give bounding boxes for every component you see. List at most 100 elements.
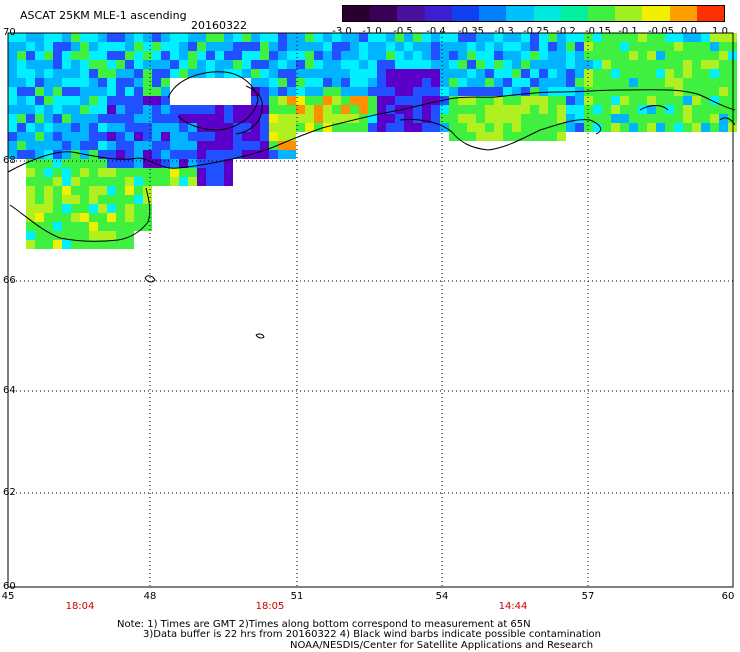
data-cell [269,114,278,123]
data-cell [134,213,143,222]
data-cell [692,33,701,42]
data-cell [17,87,26,96]
data-cell [62,42,71,51]
coastline-dot-2 [255,333,265,339]
data-cell [683,78,692,87]
data-cell [287,87,296,96]
data-cell [323,51,332,60]
data-cell [233,132,242,141]
data-cell [71,213,80,222]
data-cell [62,69,71,78]
plot-frame [7,32,734,588]
data-cell [395,105,404,114]
coastline-dot-1 [144,275,156,283]
data-cell [656,96,665,105]
data-cell [80,168,89,177]
data-cell [467,105,476,114]
data-cell [89,177,98,186]
data-cell [98,69,107,78]
data-cell [440,51,449,60]
data-cell [116,141,125,150]
data-cell [647,114,656,123]
data-cell [341,60,350,69]
data-cell [89,195,98,204]
data-cell [413,96,422,105]
data-field [8,33,737,249]
data-cell [332,114,341,123]
data-cell [242,69,251,78]
data-cell [116,240,125,249]
data-cell [125,150,134,159]
data-cell [242,51,251,60]
data-cell [197,51,206,60]
data-cell [107,69,116,78]
data-cell [62,132,71,141]
data-cell [665,114,674,123]
data-cell [287,150,296,159]
data-cell [125,60,134,69]
data-cell [233,69,242,78]
data-cell [89,105,98,114]
data-cell [134,78,143,87]
data-cell [8,60,17,69]
data-cell [53,204,62,213]
data-cell [386,51,395,60]
data-cell [341,42,350,51]
data-cell [611,105,620,114]
latitude-label: 60 [3,581,16,592]
data-cell [296,123,305,132]
data-cell [476,51,485,60]
data-cell [53,150,62,159]
data-cell [152,114,161,123]
data-cell [80,177,89,186]
data-cell [512,69,521,78]
data-cell [656,51,665,60]
data-cell [143,132,152,141]
data-cell [134,168,143,177]
data-cell [35,240,44,249]
data-cell [53,132,62,141]
data-cell [404,60,413,69]
data-cell [467,78,476,87]
data-cell [503,114,512,123]
data-cell [620,96,629,105]
data-cell [710,123,719,132]
data-cell [116,105,125,114]
data-cell [89,186,98,195]
data-cell [35,69,44,78]
data-cell [269,132,278,141]
data-cell [206,177,215,186]
data-cell [287,69,296,78]
data-cell [323,114,332,123]
data-cell [26,96,35,105]
data-cell [314,87,323,96]
data-cell [134,96,143,105]
data-cell [89,114,98,123]
data-cell [521,60,530,69]
data-cell [359,105,368,114]
data-cell [224,33,233,42]
data-cell [71,186,80,195]
data-cell [125,51,134,60]
data-cell [629,69,638,78]
data-cell [530,69,539,78]
data-cell [530,114,539,123]
data-cell [458,87,467,96]
data-cell [161,60,170,69]
data-cell [125,204,134,213]
data-cell [278,150,287,159]
data-cell [296,96,305,105]
data-cell [278,69,287,78]
colorbar-tick-label: -3.0 [332,26,352,37]
data-cell [548,69,557,78]
data-cell [665,87,674,96]
data-cell [44,69,53,78]
data-cell [134,114,143,123]
data-cell [71,78,80,87]
data-cell [125,222,134,231]
data-cell [503,60,512,69]
data-cell [116,96,125,105]
data-cell [638,69,647,78]
data-cell [143,33,152,42]
data-cell [665,78,674,87]
